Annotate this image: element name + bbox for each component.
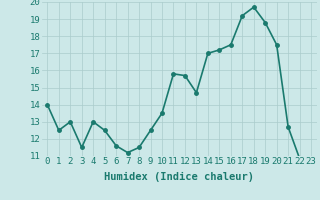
X-axis label: Humidex (Indice chaleur): Humidex (Indice chaleur) — [104, 172, 254, 182]
